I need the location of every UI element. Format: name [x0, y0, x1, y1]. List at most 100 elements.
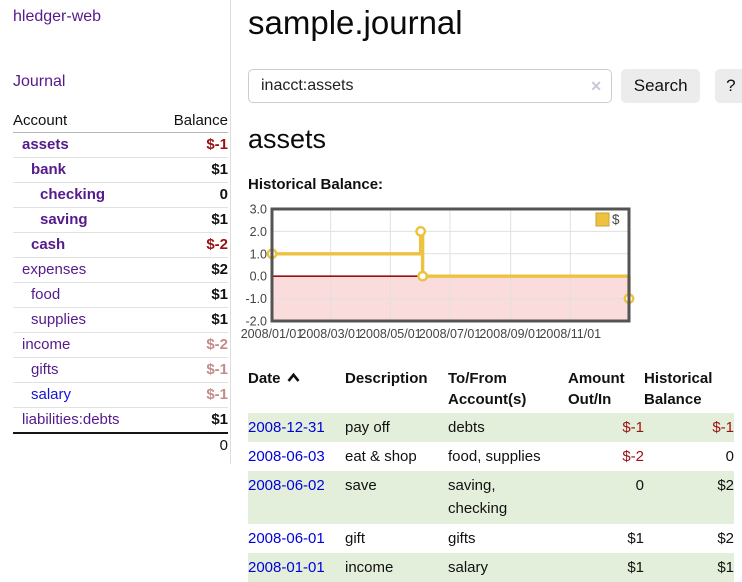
account-balance: $-2	[155, 232, 228, 258]
accounts-col-account: Account	[13, 108, 156, 133]
transaction-amount: $-2	[622, 447, 644, 465]
sidebar-account-link[interactable]: food	[31, 286, 61, 303]
transaction-description: eat & shop	[345, 447, 417, 465]
help-button[interactable]: ?	[715, 69, 742, 103]
search-input[interactable]	[248, 69, 612, 103]
sort-ascending-icon[interactable]	[287, 372, 300, 383]
account-row: assets $-1	[13, 133, 228, 158]
y-tick-label: -2.0	[245, 315, 267, 329]
account-row: liabilities:debts $1	[13, 407, 228, 433]
account-row: cash $-2	[13, 232, 228, 258]
brand-link[interactable]: hledger-web	[13, 8, 102, 25]
transaction-date-link[interactable]: 2008-06-03	[248, 447, 325, 465]
transaction-balance: $-1	[712, 418, 734, 436]
account-balance: $-1	[206, 136, 228, 153]
transaction-row: 2008-12-31 pay off debts $-1 $-1	[248, 412, 734, 442]
account-balance: $1	[155, 307, 228, 333]
transaction-balance: $1	[717, 558, 734, 576]
transaction-accounts: debts	[448, 418, 485, 436]
transactions-col-to-from-account-s-: To/From Account(s)	[448, 366, 568, 413]
plot-border	[270, 207, 631, 323]
sidebar-account-link[interactable]: income	[22, 336, 71, 353]
sidebar-account-link[interactable]: cash	[31, 236, 66, 253]
column-label: Date	[248, 370, 281, 387]
transaction-row: 2008-06-01 gift gifts $1 $2	[248, 524, 734, 553]
transaction-date-link[interactable]: 2008-01-01	[248, 558, 325, 576]
clear-search-icon[interactable]: ✕	[590, 78, 602, 94]
column-label: Historical Balance	[644, 370, 713, 409]
column-label: Amount Out/In	[568, 370, 625, 409]
transaction-amount: $1	[627, 558, 644, 576]
transaction-date-link[interactable]: 2008-12-31	[248, 418, 325, 436]
transaction-description: income	[345, 558, 394, 576]
column-label: To/From Account(s)	[448, 370, 527, 409]
account-row: expenses $2	[13, 257, 228, 283]
sidebar-account-link[interactable]: expenses	[22, 261, 87, 278]
account-name-cell: income	[13, 332, 156, 358]
transaction-amount: 0	[635, 477, 644, 495]
transactions-table: Date Description To/From Account(s) Amount …	[248, 366, 734, 582]
sidebar-account-link[interactable]: checking	[40, 186, 106, 203]
sidebar-account-link[interactable]: bank	[31, 161, 67, 178]
accounts-total-row: 0	[13, 432, 228, 458]
account-name-cell: checking	[13, 182, 156, 208]
accounts-total-balance: 0	[155, 432, 228, 458]
account-balance: $-1	[155, 357, 228, 383]
transaction-description: save	[345, 477, 377, 495]
account-balance: $-2	[155, 332, 228, 358]
transactions-col-historical-balance: Historical Balance	[644, 366, 734, 413]
account-heading: assets	[248, 124, 327, 154]
account-name-cell: expenses	[13, 257, 156, 283]
transaction-accounts: salary	[448, 558, 489, 576]
sidebar: hledger-web Journal Account Balance asse…	[0, 0, 231, 464]
account-row: food $1	[13, 282, 228, 308]
x-tick-label: 2008/09/01	[479, 327, 542, 341]
x-tick-label: 2008/03/01	[299, 327, 362, 341]
account-balance: $-1	[155, 382, 228, 408]
account-row: bank $1	[13, 157, 228, 183]
transaction-accounts: gifts	[448, 529, 476, 547]
transaction-date-cell: 2008-12-31	[248, 413, 345, 442]
sidebar-account-link[interactable]: supplies	[31, 311, 87, 328]
sidebar-account-link[interactable]: assets	[22, 136, 69, 153]
account-name-cell: salary	[13, 382, 156, 408]
transaction-date-cell: 2008-06-02	[248, 471, 345, 524]
account-name-cell: saving	[13, 207, 156, 233]
account-row: gifts $-1	[13, 357, 228, 383]
search-button[interactable]: Search	[621, 69, 701, 103]
sidebar-account-link[interactable]: salary	[31, 386, 72, 403]
chart-title: Historical Balance:	[248, 176, 384, 193]
transactions-col-description: Description	[345, 366, 448, 413]
legend-swatch	[595, 212, 610, 227]
page-title: sample.journal	[248, 4, 463, 41]
transaction-accounts: saving, checking	[448, 477, 508, 518]
account-row: checking 0	[13, 182, 228, 208]
account-balance: $1	[155, 207, 228, 233]
sidebar-account-link[interactable]: liabilities:debts	[22, 411, 120, 428]
x-tick-label: 2008/11/01	[539, 327, 601, 341]
account-balance: 0	[155, 182, 228, 208]
account-row: income $-2	[13, 332, 228, 358]
account-name-cell: supplies	[13, 307, 156, 333]
sidebar-item-journal[interactable]: Journal	[13, 73, 66, 90]
transactions-col-date[interactable]: Date	[248, 366, 345, 413]
account-name-cell: assets	[13, 133, 155, 158]
account-name-cell: food	[13, 282, 156, 308]
legend-label: $	[612, 212, 620, 227]
y-tick-label: 2.0	[250, 225, 267, 239]
account-row: saving $1	[13, 207, 228, 233]
transaction-balance: $2	[717, 529, 734, 547]
account-balance: $1	[155, 157, 228, 183]
account-name-cell: liabilities:debts	[13, 407, 156, 433]
transactions-col-amount-out-in: Amount Out/In	[568, 366, 644, 413]
historical-balance-chart: $3.0 2.0 1.0 0.0 -1.0 -2.02008/01/012008/03/0…	[241, 203, 635, 341]
sidebar-account-link[interactable]: gifts	[31, 361, 59, 378]
sidebar-account-link[interactable]: saving	[40, 211, 88, 228]
y-tick-label: 0.0	[250, 270, 267, 284]
account-balance: $1	[155, 407, 228, 433]
y-tick-label: -1.0	[245, 292, 267, 306]
account-name-cell: bank	[13, 157, 156, 183]
account-name-cell: cash	[13, 232, 156, 258]
transaction-date-link[interactable]: 2008-06-01	[248, 529, 325, 547]
transaction-date-link[interactable]: 2008-06-02	[248, 477, 325, 495]
